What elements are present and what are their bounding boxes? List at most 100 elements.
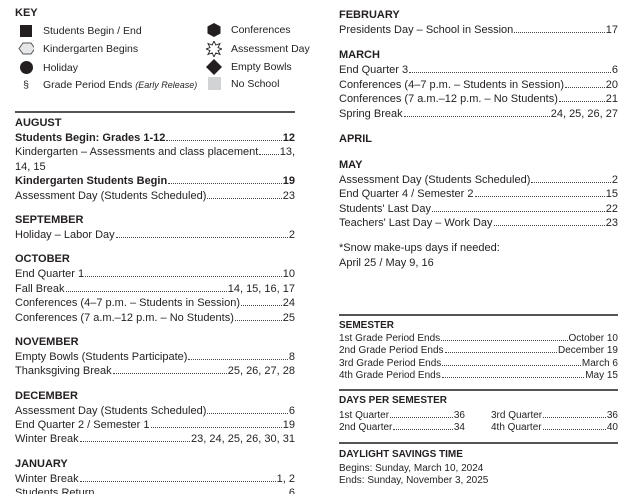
calendar-entry: Assessment Day (Students Scheduled) 2 (339, 173, 618, 187)
entry-value: 6 (611, 64, 618, 77)
entry-value: 23 (605, 217, 618, 230)
entry-label: Thanksgiving Break (15, 365, 112, 378)
entry-label: 3rd Quarter (491, 410, 543, 421)
month-february: FEBRUARY Presidents Day – School in Sessi… (339, 8, 618, 37)
dot-leader (474, 196, 605, 198)
entry-value: 8 (288, 350, 295, 363)
calendar-entry: 1st Quarter 36 (339, 410, 465, 422)
month-january: JANUARY Winter Break 1, 2 Students Return 6 (15, 457, 295, 494)
dot-leader (542, 429, 606, 431)
entry-value: 2 (288, 228, 295, 241)
dot-leader (259, 154, 279, 156)
entry-value: 10 (282, 268, 295, 281)
month-heading: SEPTEMBER (15, 213, 84, 226)
dot-leader (150, 427, 282, 429)
calendar-entry: Teachers' Last Day – Work Day 23 (339, 216, 618, 230)
entry-label: End Quarter 2 / Semester 1 (15, 419, 150, 432)
days-per-semester-section: DAYS PER SEMESTER 1st Quarter 36 2nd Quart… (339, 395, 618, 435)
dot-leader (543, 417, 606, 418)
entry-value: 23, 24, 25, 26, 30, 31 (191, 433, 295, 446)
starburst-icon (206, 41, 222, 57)
entry-label: Presidents Day – School in Session (339, 24, 514, 36)
dot-leader (112, 373, 227, 375)
dot-leader (79, 480, 276, 482)
right-column: FEBRUARY Presidents Day – School in Sessi… (339, 8, 618, 242)
calendar-entry: Empty Bowls (Students Participate) 8 (15, 350, 295, 364)
key-label: No School (231, 77, 280, 90)
month-heading: APRIL (339, 132, 372, 145)
entry-label: Assessment Day (Students Scheduled) (339, 173, 531, 186)
entry-value: 2 (611, 173, 618, 186)
days-col: 3rd Quarter 36 4th Quarter 40 (491, 410, 618, 435)
entry-value: March 6 (581, 357, 618, 369)
entry-value: 23 (282, 189, 295, 202)
left-column: AUGUST Students Begin: Grades 1-12 12 Kinde… (15, 116, 295, 494)
entry-label: Holiday – Labor Day (15, 228, 115, 241)
dot-leader (432, 210, 605, 212)
section-sign-icon: § (23, 79, 29, 91)
entry-label: Assessment Day (Students Scheduled) (15, 404, 207, 417)
calendar-entry: 4th Grade Period Ends May 15 (339, 370, 618, 382)
entry-value: 21 (605, 93, 618, 106)
entry-value: 40 (606, 422, 618, 434)
calendar-entry: End Quarter 1 10 (15, 267, 295, 281)
snow-makeup-note: *Snow make-ups days if needed: April 25 … (339, 241, 500, 271)
snow-dates: April 25 / May 9, 16 (339, 257, 434, 269)
key-empty-bowls: Empty Bowls (206, 59, 292, 75)
key-label: Grade Period Ends (Early Release) (43, 79, 197, 91)
month-heading: MARCH (339, 49, 380, 62)
entry-value: 6 (288, 404, 295, 417)
entry-continuation: 14, 15 (15, 160, 46, 173)
key-label: Conferences (231, 24, 291, 36)
entry-label: Conferences (4–7 p.m. – Students in Sess… (15, 297, 241, 310)
calendar-entry: Holiday – Labor Day 2 (15, 228, 295, 242)
entry-value: 19 (282, 419, 295, 432)
entry-label: 2nd Grade Period Ends (339, 345, 444, 357)
divider (339, 314, 618, 316)
entry-value: 20 (605, 78, 618, 91)
entry-value: December 19 (557, 345, 618, 357)
entry-value: 17 (605, 24, 618, 36)
entry-value: 12 (282, 132, 295, 144)
days-grid: 1st Quarter 36 2nd Quarter 34 3rd Quarter 36… (339, 410, 618, 435)
divider (339, 442, 618, 444)
semester-section: SEMESTER 1st Grade Period Ends October 10… (339, 320, 618, 383)
month-october: OCTOBER End Quarter 1 10 Fall Break 14, 15, … (15, 252, 295, 325)
key-label: Kindergarten Begins (43, 42, 139, 55)
entry-label: End Quarter 4 / Semester 2 (339, 188, 474, 201)
month-heading: DECEMBER (15, 389, 78, 402)
dot-leader (531, 181, 611, 183)
entry-value: 15 (605, 188, 618, 201)
key-students-begin-end: Students Begin / End (18, 25, 142, 37)
month-heading: OCTOBER (15, 253, 70, 266)
entry-label: Winter Break (15, 472, 79, 485)
outlined-hexagon-icon (18, 42, 34, 55)
calendar-entry: Winter Break 23, 24, 25, 26, 30, 31 (15, 432, 295, 446)
entry-value: 34 (453, 422, 465, 434)
month-heading: FEBRUARY (339, 9, 400, 21)
gray-square-icon (206, 77, 222, 90)
days-col: 1st Quarter 36 2nd Quarter 34 (339, 410, 465, 435)
month-august: AUGUST Students Begin: Grades 1-12 12 Kinde… (15, 116, 295, 203)
black-diamond-icon (206, 59, 222, 75)
days-title: DAYS PER SEMESTER (339, 395, 447, 406)
dot-leader (241, 305, 282, 307)
calendar-entry: Conferences (4–7 p.m. – Students in Sess… (339, 78, 618, 92)
key-grade-period-ends: § Grade Period Ends (Early Release) (18, 79, 197, 91)
entry-value: 36 (453, 410, 465, 421)
black-square-icon (18, 25, 34, 37)
calendar-entry: Conferences (7 a.m.–12 p.m. – No Student… (15, 311, 295, 325)
month-december: DECEMBER Assessment Day (Students Schedul… (15, 389, 295, 447)
dot-leader (393, 429, 453, 431)
month-heading: JANUARY (15, 457, 68, 470)
dot-leader (558, 101, 605, 103)
dot-leader (441, 377, 585, 379)
dot-leader (166, 140, 282, 141)
calendar-entry: Assessment Day (Students Scheduled) 6 (15, 404, 295, 418)
entry-value: 13, (279, 146, 295, 159)
dot-leader (115, 236, 288, 238)
calendar-entry: Spring Break 24, 25, 26, 27 (339, 107, 618, 121)
dot-leader (390, 417, 453, 418)
entry-label: End Quarter 3 (339, 64, 409, 77)
entry-value: 25, 26, 27, 28 (227, 365, 295, 378)
